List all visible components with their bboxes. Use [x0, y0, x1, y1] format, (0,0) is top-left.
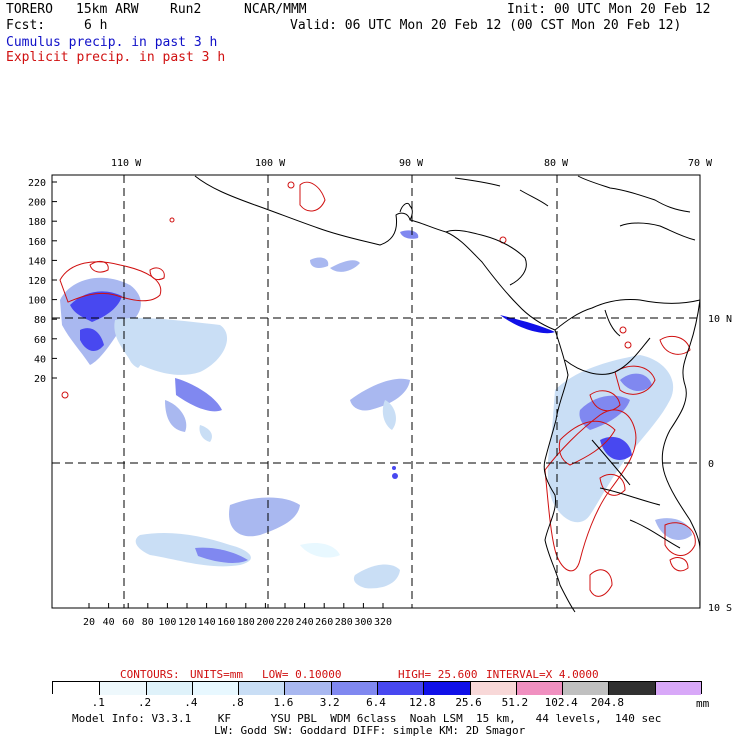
color-scale-swatch — [377, 682, 424, 695]
cumulus-precip-shading — [60, 230, 692, 589]
coastlines — [194, 175, 701, 613]
color-scale-swatch — [654, 682, 701, 695]
model-info-line2: LW: Godd SW: Goddard DIFF: simple KM: 2D… — [214, 724, 526, 737]
x-tick-label: 100 — [158, 617, 176, 628]
x-tick-label: 20 — [83, 617, 95, 628]
color-scale-swatch — [423, 682, 470, 695]
y-tick-label: 60 — [34, 335, 46, 346]
x-tick-label: 140 — [198, 617, 216, 628]
x-tick-label: 160 — [217, 617, 235, 628]
color-scale-label: .8 — [230, 696, 244, 709]
color-scale-label: 1.6 — [273, 696, 294, 709]
lon-label-80w: 80 W — [544, 158, 569, 169]
y-tick-label: 100 — [28, 296, 46, 307]
valid-time: Valid: 06 UTC Mon 20 Feb 12 (00 CST Mon … — [290, 18, 682, 33]
y-tick-label: 180 — [28, 217, 46, 228]
color-scale-label: .1 — [91, 696, 105, 709]
y-tick-label: 200 — [28, 198, 46, 209]
x-tick-label: 320 — [374, 617, 392, 628]
y-tick-label: 20 — [34, 374, 46, 385]
color-scale-swatch — [238, 682, 285, 695]
color-scale-swatch — [469, 682, 516, 695]
color-scale-label: 204.8 — [590, 696, 624, 709]
y-tick-label: 80 — [34, 315, 46, 326]
color-scale-swatch — [191, 682, 239, 695]
x-tick-label: 120 — [178, 617, 196, 628]
x-axis-ticks: 20 40 60 80 100 120 140 160 180 200 220 240 260 280 30… — [83, 603, 392, 628]
model-info-line1: Model Info: V3.3.1 KF YSU PBL WDM 6class… — [72, 712, 662, 725]
color-scale-swatch — [562, 682, 609, 695]
lon-label-110w: 110 W — [111, 158, 142, 169]
graticule — [52, 175, 700, 608]
x-tick-label: 60 — [122, 617, 134, 628]
lat-label-10s: 10 S — [708, 603, 732, 614]
color-scale-swatch — [330, 682, 377, 695]
color-scale-swatch — [99, 682, 146, 695]
x-tick-label: 80 — [142, 617, 154, 628]
contours-high: HIGH= 25.600 — [398, 668, 478, 681]
color-scale-swatch — [608, 682, 655, 695]
x-tick-label: 280 — [335, 617, 353, 628]
contours-low: LOW= 0.10000 — [262, 668, 342, 681]
resolution-label: 15km ARW — [76, 2, 139, 17]
contours-label: CONTOURS: — [120, 668, 180, 681]
lat-label-0: 0 — [708, 459, 714, 470]
y-tick-label: 220 — [28, 178, 46, 189]
run-label: Run2 — [170, 2, 202, 17]
color-scale-label: .4 — [184, 696, 198, 709]
forecast-value: 6 h — [84, 18, 108, 33]
lon-label-70w: 70 W — [688, 158, 713, 169]
cumulus-legend: Cumulus precip. in past 3 h — [6, 35, 218, 50]
color-scale-label: 6.4 — [366, 696, 386, 709]
x-tick-label: 300 — [354, 617, 372, 628]
y-tick-label: 160 — [28, 237, 46, 248]
color-scale-label: .2 — [137, 696, 152, 709]
contours-interval: INTERVAL=X 4.0000 — [486, 668, 599, 681]
color-scale-swatch — [53, 682, 100, 695]
color-scale-label: 3.2 — [319, 696, 340, 709]
lon-label-100w: 100 W — [255, 158, 286, 169]
x-tick-label: 220 — [276, 617, 294, 628]
color-scale-label: 25.6 — [455, 696, 482, 709]
x-tick-label: 200 — [256, 617, 274, 628]
color-scale-unit: mm — [696, 697, 710, 710]
y-tick-label: 140 — [28, 256, 46, 267]
x-tick-label: 240 — [296, 617, 314, 628]
x-tick-label: 260 — [315, 617, 333, 628]
x-tick-label: 40 — [103, 617, 115, 628]
color-scale-swatch — [515, 682, 563, 695]
color-scale-label: 51.2 — [501, 696, 529, 709]
color-scale-bar — [52, 681, 702, 695]
x-tick-label: 180 — [237, 617, 255, 628]
map-frame — [51, 174, 701, 609]
lat-label-10n: 10 N — [708, 314, 732, 325]
y-axis-ticks: 220 200 180 160 140 120 100 80 60 40 20 — [28, 178, 57, 385]
color-scale-swatch — [284, 682, 331, 695]
y-tick-label: 120 — [28, 276, 46, 287]
init-time: Init: 00 UTC Mon 20 Feb 12 — [507, 2, 711, 17]
color-scale-swatch — [145, 682, 192, 695]
forecast-label: Fcst: — [6, 18, 46, 33]
lon-label-90w: 90 W — [399, 158, 424, 169]
color-scale-label: 12.8 — [409, 696, 436, 709]
contours-units: UNITS=mm — [190, 668, 243, 681]
color-scale-label: 102.4 — [544, 696, 578, 709]
y-tick-label: 40 — [34, 354, 46, 365]
model-name: TORERO — [6, 2, 53, 17]
explicit-legend: Explicit precip. in past 3 h — [6, 50, 226, 65]
org-label: NCAR/MMM — [244, 2, 307, 17]
